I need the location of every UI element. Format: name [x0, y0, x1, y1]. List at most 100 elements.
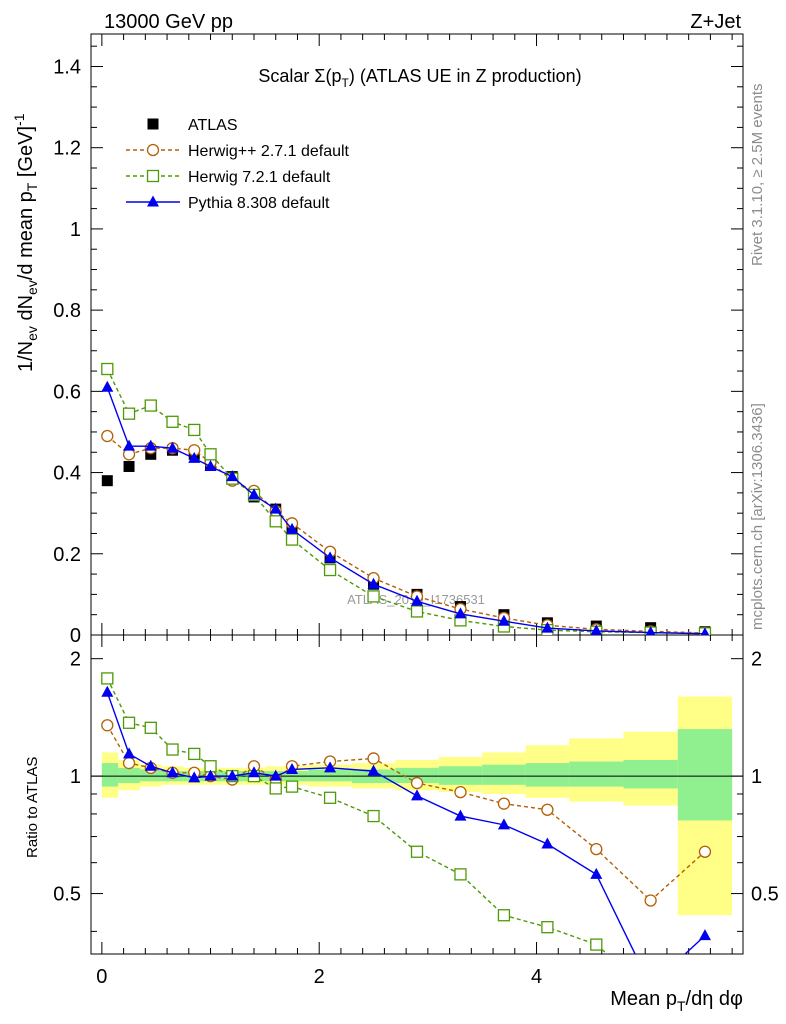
point-herwig-7-2-1-default [367, 590, 380, 603]
ratio-band-green-15 [525, 763, 570, 787]
point-herwig-7-2-1-default [590, 938, 603, 951]
point-herwig-7-2-1-default [122, 716, 136, 729]
point-herwig-2-7-1-default [367, 752, 380, 765]
point-herwig-7-2-1-default [497, 909, 511, 922]
point-herwig-7-2-1-default [323, 563, 337, 577]
point-herwig-7-2-1-default [269, 515, 282, 528]
point-herwig-2-7-1-default [101, 719, 114, 732]
series-pythia-8-308-default [101, 380, 710, 635]
point-pythia-8-308-default [144, 439, 157, 451]
point-herwig-7-2-1-default [122, 407, 136, 420]
ratio-y-axis-label: Ratio to ATLAS [24, 757, 41, 858]
point-pythia-8-308-default [101, 685, 114, 697]
legend-item-herwig-7-2-1-default: Herwig 7.2.1 default [126, 169, 331, 186]
point-pythia-8-308-default [454, 607, 467, 619]
series-line-pythia-8-308-default [106, 692, 706, 954]
plot-title: Scalar Σ(pT) (ATLAS UE in Z production) [258, 66, 581, 90]
point-pythia-8-308-default [166, 766, 179, 778]
point-pythia-8-308-default [454, 809, 467, 821]
legend-label-herwig-7-2-1-default: Herwig 7.2.1 default [188, 169, 331, 186]
ratio-series-layer [101, 672, 712, 1023]
point-herwig-7-2-1-default [269, 782, 282, 795]
series-line-herwig-7-2-1-default [106, 678, 609, 954]
point-pythia-8-308-default [497, 614, 510, 626]
point-herwig-7-2-1-default [410, 605, 424, 618]
point-pythia-8-308-default [269, 769, 282, 781]
point-pythia-8-308-default [286, 762, 299, 774]
point-herwig-7-2-1-default [699, 1012, 710, 1023]
point-pythia-8-308-default [497, 818, 510, 830]
point-pythia-8-308-default [248, 766, 260, 778]
point-pythia-8-308-default [204, 459, 217, 471]
point-herwig-2-7-1-default [101, 429, 114, 443]
point-pythia-8-308-default [248, 488, 260, 500]
point-pythia-8-308-default [698, 929, 711, 941]
point-pythia-8-308-default [541, 837, 554, 849]
legend-label-pythia-8-308-default: Pythia 8.308 default [188, 195, 330, 212]
ratio-y-tick-label-right: 2 [751, 649, 762, 671]
point-pythia-8-308-default [269, 502, 282, 514]
point-herwig-7-2-1-default [367, 809, 380, 823]
point-herwig-7-2-1-default [101, 672, 114, 685]
point-herwig-7-2-1-default [323, 791, 337, 804]
series-pythia-8-308-default [101, 685, 711, 954]
ratio-band-green-16 [569, 761, 624, 787]
axis-tick-labels: 0 2 400.20.40.60.811.21.40.5 0.51 12 2 [53, 56, 779, 988]
ratio-band-green-12 [395, 767, 439, 784]
main-y-axis-label: 1/Nev dNev/d mean pT [GeV]-1 [11, 113, 40, 372]
rivet-version-label: Rivet 3.1.10, ≥ 2.5M events [749, 84, 766, 267]
point-pythia-8-308-default [226, 769, 239, 781]
axis-ticks [91, 34, 743, 954]
point-pythia-8-308-default [324, 551, 337, 563]
legend-label-atlas: ATLAS [188, 117, 238, 134]
ratio-y-tick-label-right: 1 [751, 766, 762, 788]
main-y-tick-label: 0.6 [53, 381, 81, 403]
legend: ATLAS Herwig++ 2.7.1 default Herwig 7.2.1 … [126, 117, 350, 212]
ratio-band-green-0 [101, 763, 119, 787]
point-herwig-7-2-1-default [285, 533, 299, 546]
point-herwig-2-7-1-default [590, 842, 603, 856]
point-pythia-8-308-default [144, 759, 157, 771]
main-y-tick-label: 0 [70, 625, 81, 647]
point-herwig-7-2-1-default [188, 747, 201, 761]
ratio-plot-frame [90, 634, 744, 955]
point-pythia-8-308-default [367, 764, 380, 776]
main-y-tick-label: 0.2 [53, 544, 81, 566]
point-herwig-7-2-1-default [204, 448, 217, 461]
legend-item-herwig-2-7-1-default: Herwig++ 2.7.1 default [126, 143, 350, 160]
legend-item-atlas: ATLAS [147, 117, 238, 134]
legend-marker-herwig-7-2-1-default [146, 169, 160, 183]
point-herwig-2-7-1-default [454, 785, 467, 799]
point-pythia-8-308-default [204, 769, 217, 781]
ratio-uncertainty-bands [101, 696, 733, 916]
ratio-band-green-1 [118, 767, 140, 784]
ratio-band-green-13 [438, 766, 483, 785]
ratio-band-green-2 [139, 769, 162, 782]
point-herwig-7-2-1-default [166, 743, 179, 756]
point-pythia-8-308-default [101, 380, 114, 392]
point-pythia-8-308-default [367, 577, 380, 589]
header-energy-label: 13000 GeV pp [104, 11, 233, 33]
series-herwig-7-2-1-default [101, 672, 710, 1023]
point-pythia-8-308-default [226, 470, 239, 482]
point-pythia-8-308-default [645, 626, 656, 635]
ratio-band-green-14 [482, 764, 526, 785]
point-herwig-2-7-1-default [497, 797, 511, 810]
main-y-tick-label: 0.8 [53, 300, 81, 322]
point-herwig-2-7-1-default [644, 894, 657, 907]
ratio-y-tick-label: 1 [70, 766, 81, 788]
point-herwig-7-2-1-default [144, 399, 157, 412]
point-herwig-7-2-1-default [144, 721, 157, 734]
legend-item-pythia-8-308-default: Pythia 8.308 default [126, 195, 330, 212]
point-herwig-2-7-1-default [541, 803, 554, 816]
main-y-tick-label: 1.4 [53, 56, 81, 78]
legend-marker-atlas [147, 118, 159, 130]
point-pythia-8-308-default [188, 771, 201, 783]
point-pythia-8-308-default [541, 621, 554, 633]
point-pythia-8-308-default [166, 441, 179, 453]
point-pythia-8-308-default [123, 747, 136, 759]
point-herwig-2-7-1-default [122, 756, 136, 770]
main-y-tick-label: 1.2 [53, 138, 81, 160]
point-atlas [101, 475, 113, 487]
point-pythia-8-308-default [590, 624, 603, 635]
